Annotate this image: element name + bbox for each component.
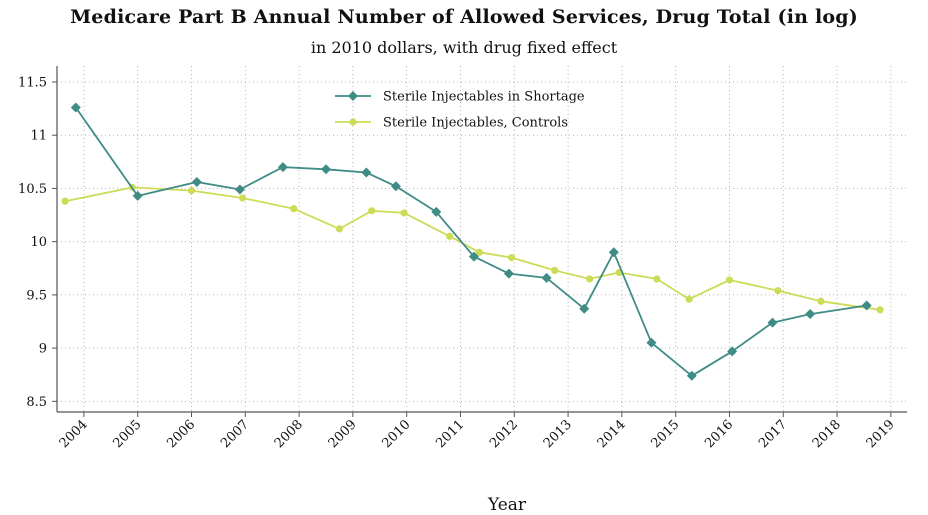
data-point-shortage	[579, 303, 590, 314]
y-tick-label: 9	[39, 342, 47, 357]
x-tick-label: 2010	[380, 417, 414, 451]
data-point-controls	[685, 295, 693, 303]
y-tick-label: 8.5	[26, 395, 47, 410]
data-point-controls	[653, 275, 661, 283]
data-point-shortage	[608, 247, 619, 258]
data-point-controls	[61, 197, 69, 205]
y-tick-label: 10	[30, 235, 47, 250]
data-point-controls	[290, 205, 298, 213]
data-point-controls	[400, 209, 408, 217]
data-point-shortage	[191, 177, 202, 188]
data-point-shortage	[320, 164, 331, 175]
y-tick-label: 9.5	[26, 288, 47, 303]
x-tick-label: 2013	[541, 417, 575, 451]
x-tick-label: 2019	[864, 417, 898, 451]
data-point-controls	[774, 287, 782, 295]
legend-marker-circle	[349, 118, 357, 126]
x-tick-label: 2012	[487, 417, 521, 451]
chart-title: Medicare Part B Annual Number of Allowed…	[70, 6, 858, 28]
x-tick-label: 2017	[756, 417, 790, 451]
legend-marker-diamond	[348, 91, 358, 101]
x-tick-label: 2008	[272, 417, 306, 451]
data-point-shortage	[646, 337, 657, 348]
legend-label: Sterile Injectables, Controls	[383, 116, 568, 131]
data-point-controls	[368, 207, 376, 215]
data-point-shortage	[686, 370, 697, 381]
data-point-controls	[475, 248, 483, 256]
data-point-controls	[725, 276, 734, 284]
data-point-controls	[585, 275, 594, 283]
x-tick-label: 2007	[218, 417, 252, 451]
data-point-shortage	[70, 102, 81, 113]
data-point-controls	[876, 306, 884, 314]
legend-label: Sterile Injectables in Shortage	[383, 90, 585, 105]
x-tick-label: 2015	[648, 417, 682, 451]
data-point-shortage	[234, 184, 245, 195]
chart-subtitle: in 2010 dollars, with drug fixed effect	[310, 38, 618, 57]
data-point-controls	[335, 225, 344, 233]
x-tick-label: 2009	[326, 417, 360, 451]
x-tick-label: 2016	[702, 417, 736, 451]
x-tick-label: 2006	[164, 417, 198, 451]
data-point-shortage	[431, 206, 442, 217]
x-tick-label: 2018	[810, 417, 844, 451]
data-point-shortage	[390, 181, 401, 192]
x-tick-label: 2004	[57, 417, 91, 451]
data-point-controls	[551, 266, 559, 275]
x-axis-title: Year	[487, 495, 527, 515]
data-point-shortage	[361, 167, 372, 178]
data-point-shortage	[503, 268, 514, 279]
data-point-shortage	[805, 309, 816, 320]
data-point-controls	[187, 186, 196, 195]
data-point-shortage	[861, 300, 872, 311]
data-point-shortage	[727, 346, 738, 357]
data-point-shortage	[277, 162, 288, 173]
data-point-controls	[239, 194, 247, 202]
x-tick-label: 2005	[111, 417, 145, 451]
y-tick-label: 11.5	[18, 75, 47, 90]
data-point-controls	[446, 232, 454, 240]
series-line	[64, 186, 881, 311]
data-point-controls	[817, 297, 825, 305]
y-tick-label: 11	[30, 129, 47, 144]
data-point-controls	[507, 254, 516, 262]
series-line	[75, 106, 867, 377]
data-point-shortage	[541, 272, 552, 283]
data-point-shortage	[132, 190, 143, 201]
y-tick-label: 10.5	[18, 182, 47, 197]
data-point-shortage	[767, 317, 778, 328]
data-point-shortage	[468, 251, 479, 262]
x-tick-label: 2011	[433, 417, 467, 451]
x-tick-label: 2014	[595, 417, 629, 451]
